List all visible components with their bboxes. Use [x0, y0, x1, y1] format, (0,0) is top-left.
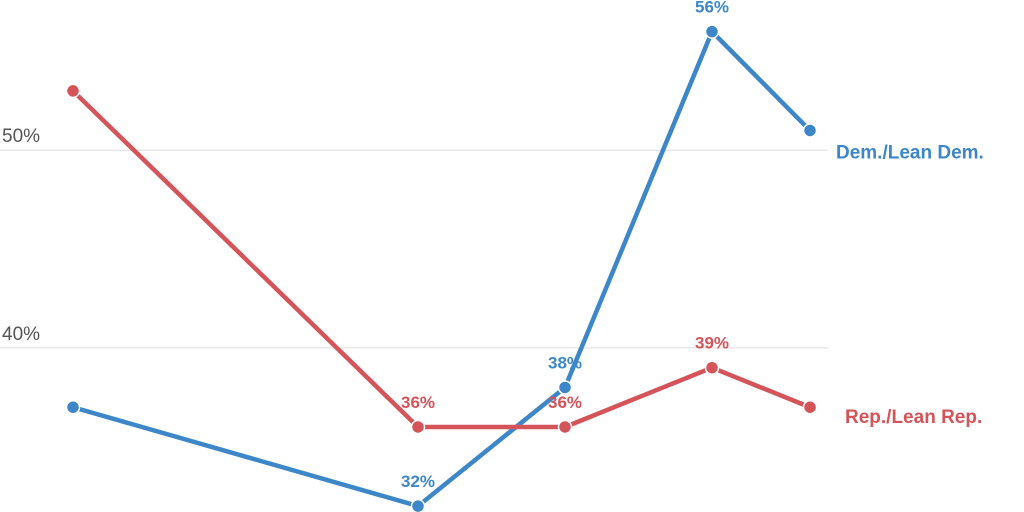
value-label: 38% [548, 353, 582, 372]
value-label: 39% [695, 334, 729, 353]
value-label: 36% [401, 393, 435, 412]
y-tick-label: 40% [2, 324, 40, 345]
data-point [704, 24, 720, 39]
data-point [410, 419, 426, 435]
data-point [65, 83, 81, 99]
value-label: 36% [548, 393, 582, 412]
data-point [65, 399, 81, 415]
data-point [557, 380, 573, 395]
series-label: Rep./Lean Rep. [845, 407, 982, 428]
series-line [71, 89, 811, 430]
series-label: Dem./Lean Dem. [836, 142, 984, 163]
y-tick-label: 50% [2, 126, 40, 147]
data-point [802, 123, 818, 138]
data-point [410, 498, 426, 512]
value-label: 32% [401, 472, 435, 491]
data-point [704, 360, 720, 375]
data-point [802, 399, 818, 415]
data-point [557, 419, 573, 435]
value-label: 56% [695, 0, 729, 17]
series-line [72, 29, 812, 509]
